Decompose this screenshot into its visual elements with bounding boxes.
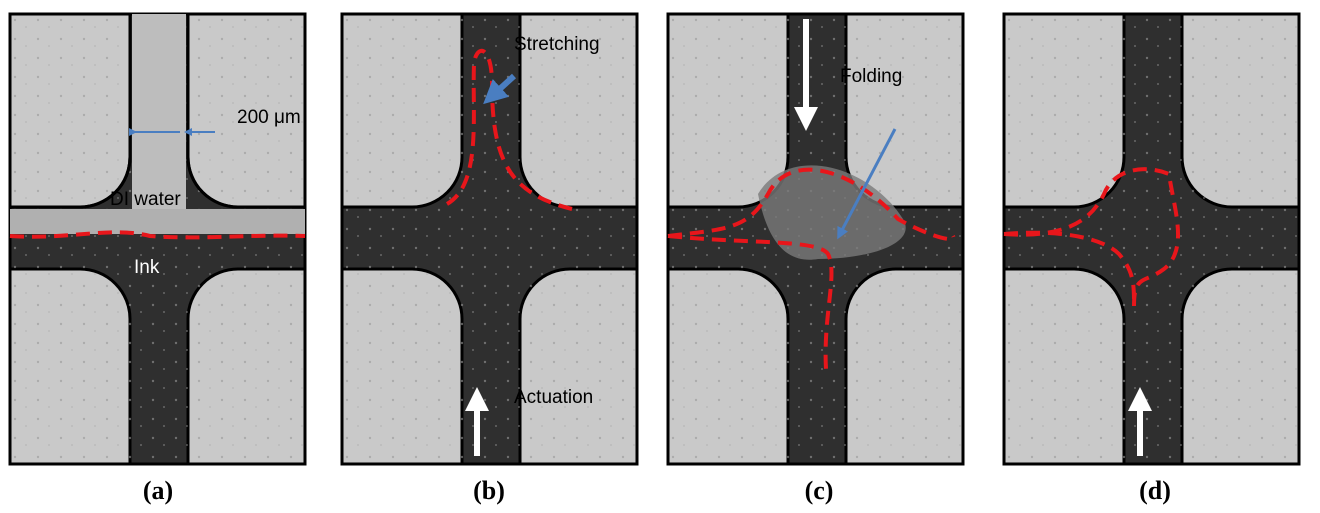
annotation: Stretching [514, 34, 600, 55]
panel-c [668, 14, 963, 464]
panel-label: (a) [143, 476, 173, 505]
figure: 200 μm DI water Ink Stretching Actuation… [0, 0, 1320, 513]
panel-label: (b) [473, 476, 505, 505]
panel-label: (d) [1139, 476, 1171, 505]
annotation: Actuation [514, 387, 593, 408]
annotation: Folding [840, 66, 902, 87]
panel-a [10, 14, 305, 464]
panel-label: (c) [805, 476, 834, 505]
annotation: DI water [110, 189, 181, 210]
panel-d [1004, 14, 1299, 464]
annotation: 200 μm [237, 107, 301, 128]
annotation: Ink [134, 257, 160, 278]
